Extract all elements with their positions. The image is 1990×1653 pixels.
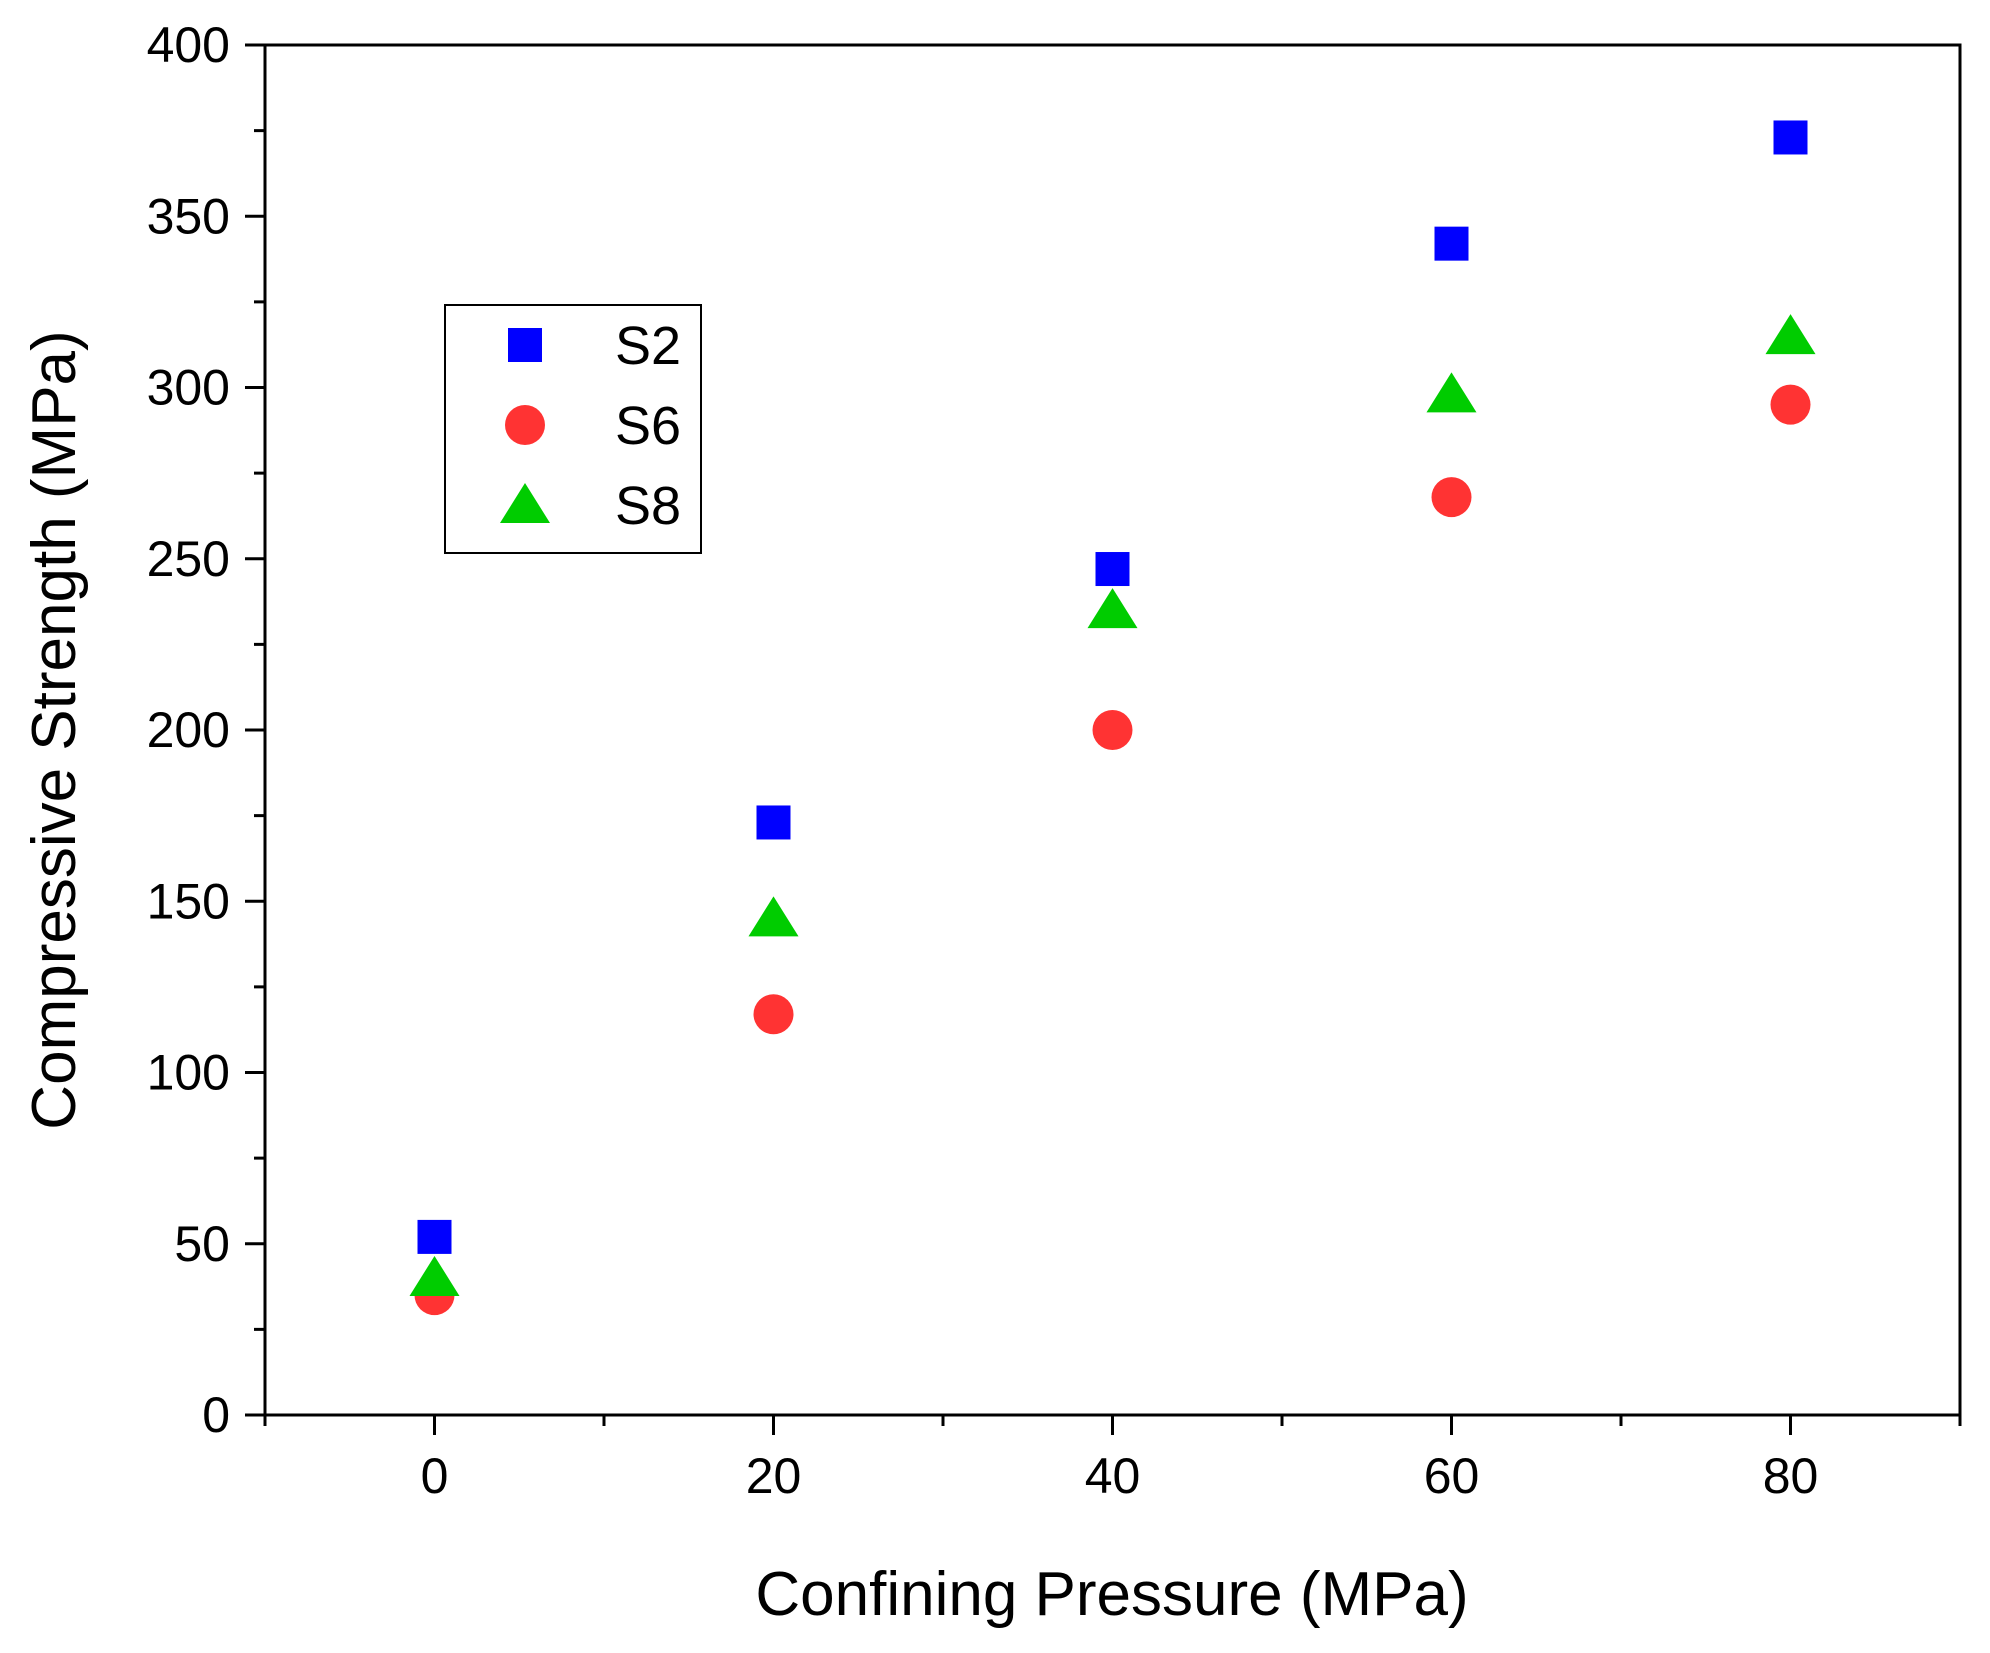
- legend-label-s8: S8: [615, 476, 681, 536]
- data-point-s2: [756, 805, 791, 840]
- y-tick-label: 300: [147, 360, 230, 416]
- y-tick-label: 350: [147, 188, 230, 244]
- data-point-s2: [1095, 552, 1130, 587]
- legend-marker-s2: [508, 328, 542, 362]
- axis-tick-labels: 0 20 40 60 80 0 50 100 150 200 250 300 350 400: [147, 17, 1819, 1504]
- data-point-s2: [1773, 120, 1808, 155]
- y-axis-title: Compressive Strength (MPa): [20, 330, 89, 1129]
- y-tick-label: 50: [174, 1216, 230, 1272]
- data-point-s8: [748, 896, 799, 937]
- axis-ticks: [245, 43, 1962, 1435]
- data-point-s6: [1431, 477, 1472, 518]
- legend-label-s2: S2: [615, 316, 681, 376]
- data-point-s6: [1092, 710, 1133, 750]
- y-tick-label: 400: [147, 17, 230, 73]
- legend-label-s6: S6: [615, 396, 681, 456]
- x-tick-label: 60: [1424, 1448, 1480, 1504]
- data-point-s8: [1426, 372, 1477, 413]
- data-point-s8: [1087, 588, 1138, 629]
- data-point-s6: [753, 994, 794, 1035]
- y-tick-label: 250: [147, 531, 230, 587]
- x-tick-label: 0: [421, 1448, 449, 1504]
- legend-marker-s8: [500, 483, 550, 523]
- data-point-s8: [409, 1256, 460, 1296]
- legend: S2 S6 S8: [444, 304, 702, 554]
- data-point-s8: [1765, 314, 1816, 355]
- data-point-s2: [417, 1219, 452, 1254]
- y-tick-label: 200: [147, 702, 230, 758]
- x-tick-label: 20: [746, 1448, 802, 1504]
- y-tick-label: 100: [147, 1045, 230, 1101]
- y-tick-label: 0: [202, 1387, 230, 1443]
- x-tick-label: 80: [1763, 1448, 1819, 1504]
- legend-box: [444, 304, 702, 554]
- x-tick-label: 40: [1085, 1448, 1141, 1504]
- data-point-s6: [1770, 384, 1811, 425]
- y-tick-label: 150: [147, 873, 230, 929]
- x-axis-title: Confining Pressure (MPa): [755, 1560, 1468, 1629]
- data-points: [409, 120, 1816, 1316]
- data-point-s2: [1434, 226, 1469, 261]
- legend-marker-s6: [505, 405, 545, 445]
